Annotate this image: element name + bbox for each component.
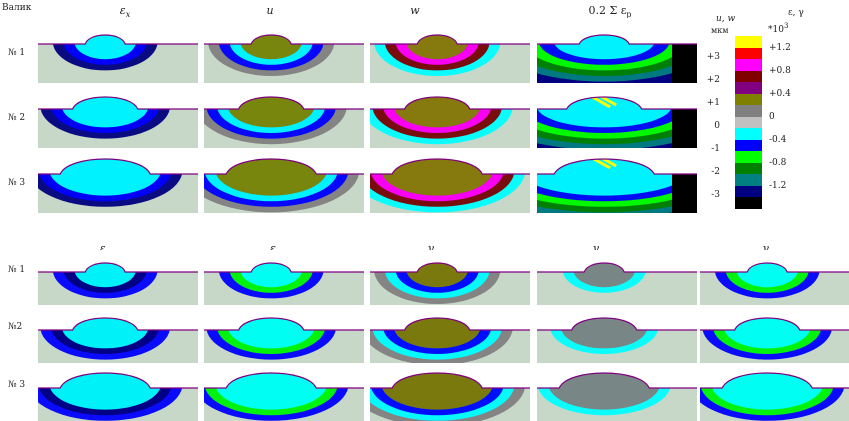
legend-tick-left: +3	[706, 51, 720, 62]
contour-panel-gxy-3	[700, 366, 849, 421]
legend-tick-left: -3	[711, 189, 720, 200]
legend-swatch	[735, 116, 762, 128]
legend-swatch	[735, 151, 762, 163]
legend-tick-right: -1.2	[769, 180, 787, 191]
legend-swatch	[735, 197, 762, 209]
contour-panel-ez-3	[204, 366, 364, 421]
contour-panel-ex-3	[38, 148, 198, 213]
contour-panel-gyz-2	[370, 308, 530, 363]
row-label-bottom-3: № 3	[8, 380, 26, 390]
contour-panel-ey-3	[38, 366, 198, 421]
contour-panel-w-1	[370, 18, 530, 83]
legend-left-title: u, w	[716, 14, 736, 24]
legend-swatch	[735, 59, 762, 71]
legend-swatch	[735, 70, 762, 82]
contour-panel-ez-1	[204, 250, 364, 305]
legend-tick-left: +2	[706, 74, 720, 85]
contour-panel-w-3	[370, 148, 530, 213]
contour-panel-gxy-2	[700, 308, 849, 363]
legend-tick-left: -1	[711, 143, 720, 154]
contour-panel-w-2	[370, 83, 530, 148]
legend-right-title: ε, γ	[788, 8, 804, 18]
header-eps-x: εx	[119, 4, 131, 20]
legend-swatch	[735, 82, 762, 94]
legend-left-unit: мкм	[711, 26, 729, 35]
contour-panel-u-1	[204, 18, 364, 83]
legend-swatch	[735, 105, 762, 117]
contour-panel-ep-2	[537, 83, 697, 148]
contour-panel-ey-1	[38, 250, 198, 305]
contour-panel-ez-2	[204, 308, 364, 363]
legend-swatch	[735, 162, 762, 174]
row-label-bottom-1: № 1	[8, 265, 26, 275]
legend-swatch	[735, 93, 762, 105]
contour-panel-ep-1	[537, 18, 697, 83]
legend-tick-right: +0.8	[769, 65, 791, 76]
row-label-top-3: № 3	[8, 178, 26, 188]
header-u: u	[266, 4, 274, 17]
legend-swatch	[735, 36, 762, 48]
legend-tick-right: +1.2	[769, 42, 791, 53]
legend-swatch	[735, 47, 762, 59]
legend-swatch	[735, 128, 762, 140]
legend-tick-right: -0.8	[769, 157, 787, 168]
contour-panel-gxz-1	[537, 250, 697, 305]
contour-panel-ep-3	[537, 148, 697, 213]
contour-panel-ey-2	[38, 308, 198, 363]
legend-tick-left: +1	[706, 97, 720, 108]
row-label-top-1: № 1	[8, 48, 26, 58]
row-label-bottom-2: №2	[8, 322, 23, 332]
legend-swatch	[735, 139, 762, 151]
header-w: w	[410, 4, 420, 17]
contour-panel-gyz-3	[370, 366, 530, 421]
contour-panel-ex-1	[38, 18, 198, 83]
legend-right-unit: *103	[768, 22, 789, 35]
legend-swatch	[735, 174, 762, 186]
legend-tick-right: +0.4	[769, 88, 791, 99]
contour-panel-gxz-3	[537, 366, 697, 421]
contour-panel-gxy-1	[700, 250, 849, 305]
legend-tick-right: 0	[769, 111, 775, 122]
contour-panel-u-3	[204, 148, 364, 213]
legend-tick-left: -2	[711, 166, 720, 177]
contour-panel-u-2	[204, 83, 364, 148]
legend-swatch	[735, 185, 762, 197]
legend-tick-right: -0.4	[769, 134, 787, 145]
legend-tick-left: 0	[714, 120, 720, 131]
contour-panel-gyz-1	[370, 250, 530, 305]
header-sum-eps-p: 0.2 Σ εp	[588, 4, 632, 20]
row-label-top-2: № 2	[8, 113, 26, 123]
row-label-header: Валик	[2, 3, 32, 13]
contour-panel-gxz-2	[537, 308, 697, 363]
contour-panel-ex-2	[38, 83, 198, 148]
